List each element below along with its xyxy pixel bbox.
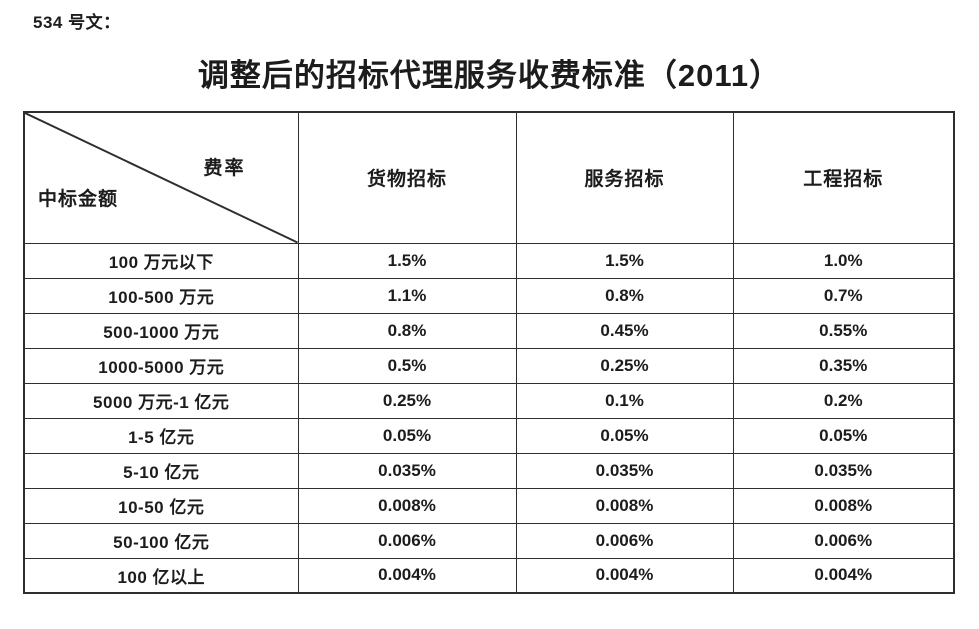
- column-header-engineering-tender: 工程招标: [732, 111, 955, 244]
- engineering-rate: 0.55%: [732, 312, 955, 349]
- table-corner-cell: 费率 中标金额: [23, 111, 299, 244]
- engineering-rate: 0.035%: [732, 452, 955, 489]
- service-rate: 0.25%: [515, 347, 734, 384]
- service-rate: 0.035%: [515, 452, 734, 489]
- table-row: 100-500 万元 1.1% 0.8% 0.7%: [23, 277, 955, 314]
- goods-rate: 0.004%: [297, 557, 517, 594]
- table-row: 500-1000 万元 0.8% 0.45% 0.55%: [23, 312, 955, 349]
- goods-rate: 1.5%: [297, 242, 517, 279]
- service-rate: 0.8%: [515, 277, 734, 314]
- service-rate: 0.008%: [515, 487, 734, 524]
- service-rate: 0.004%: [515, 557, 734, 594]
- service-rate: 0.45%: [515, 312, 734, 349]
- amount-range: 50-100 亿元: [23, 522, 299, 559]
- fee-rate-table: 费率 中标金额 货物招标 服务招标 工程招标 100 万元以下 1.5% 1.5…: [23, 111, 955, 594]
- goods-rate: 0.05%: [297, 417, 517, 454]
- table-header-row: 费率 中标金额 货物招标 服务招标 工程招标: [23, 111, 955, 244]
- engineering-rate: 0.35%: [732, 347, 955, 384]
- goods-rate: 0.035%: [297, 452, 517, 489]
- service-rate: 1.5%: [515, 242, 734, 279]
- goods-rate: 0.006%: [297, 522, 517, 559]
- page-title: 调整后的招标代理服务收费标准（2011）: [197, 58, 782, 93]
- amount-range: 10-50 亿元: [23, 487, 299, 524]
- engineering-rate: 0.7%: [732, 277, 955, 314]
- doc-number-label: 534 号文：: [33, 13, 121, 32]
- table-row: 10-50 亿元 0.008% 0.008% 0.008%: [23, 487, 955, 524]
- engineering-rate: 0.05%: [732, 417, 955, 454]
- table-row: 1000-5000 万元 0.5% 0.25% 0.35%: [23, 347, 955, 384]
- goods-rate: 0.8%: [297, 312, 517, 349]
- table-row: 1-5 亿元 0.05% 0.05% 0.05%: [23, 417, 955, 454]
- amount-range: 100 万元以下: [23, 242, 299, 279]
- column-header-service-tender: 服务招标: [515, 111, 734, 244]
- column-header-goods-tender: 货物招标: [297, 111, 517, 244]
- engineering-rate: 0.004%: [732, 557, 955, 594]
- table-row: 5-10 亿元 0.035% 0.035% 0.035%: [23, 452, 955, 489]
- amount-range: 100 亿以上: [23, 557, 299, 594]
- table-row: 5000 万元-1 亿元 0.25% 0.1% 0.2%: [23, 382, 955, 419]
- amount-range: 100-500 万元: [23, 277, 299, 314]
- table-row: 50-100 亿元 0.006% 0.006% 0.006%: [23, 522, 955, 559]
- corner-label-rate: 费率: [203, 158, 246, 179]
- diagonal-divider-line: [25, 113, 297, 242]
- table-row: 100 亿以上 0.004% 0.004% 0.004%: [23, 557, 955, 594]
- goods-rate: 0.25%: [297, 382, 517, 419]
- amount-range: 500-1000 万元: [23, 312, 299, 349]
- service-rate: 0.006%: [515, 522, 734, 559]
- engineering-rate: 1.0%: [732, 242, 955, 279]
- amount-range: 5000 万元-1 亿元: [23, 382, 299, 419]
- amount-range: 1-5 亿元: [23, 417, 299, 454]
- amount-range: 1000-5000 万元: [23, 347, 299, 384]
- table-row: 100 万元以下 1.5% 1.5% 1.0%: [23, 242, 955, 279]
- goods-rate: 1.1%: [297, 277, 517, 314]
- engineering-rate: 0.006%: [732, 522, 955, 559]
- engineering-rate: 0.008%: [732, 487, 955, 524]
- corner-label-bid-amount: 中标金额: [38, 188, 119, 210]
- engineering-rate: 0.2%: [732, 382, 955, 419]
- goods-rate: 0.008%: [297, 487, 517, 524]
- amount-range: 5-10 亿元: [23, 452, 299, 489]
- service-rate: 0.05%: [515, 417, 734, 454]
- goods-rate: 0.5%: [297, 347, 517, 384]
- service-rate: 0.1%: [515, 382, 734, 419]
